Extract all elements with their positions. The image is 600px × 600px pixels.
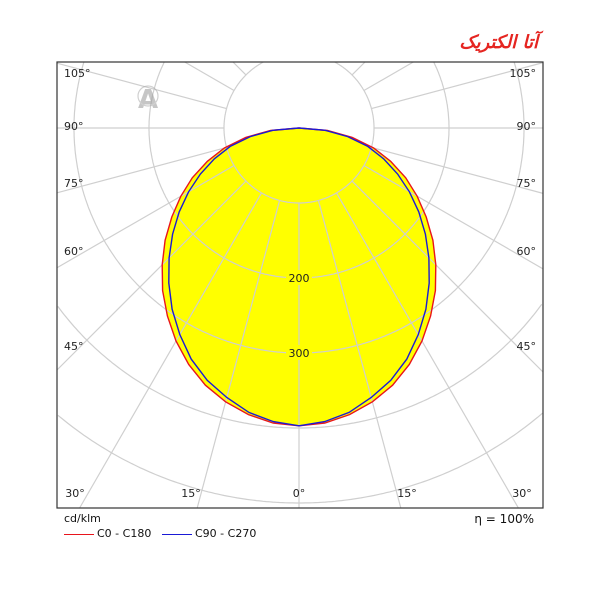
legend-swatch-red [64,533,94,535]
grid-radial-line [56,180,247,371]
angle-label-left: 90° [64,120,84,133]
grid-radial-line [56,164,235,269]
angle-label-bottom: 15° [181,487,201,500]
grid-radial-line [56,62,227,110]
unit-label: cd/klm [64,512,101,525]
grid-radial-line [317,200,402,509]
angle-label-bottom: 15° [397,487,417,500]
grid-radial-line [335,192,519,509]
angle-label-left: 75° [64,177,84,190]
angle-label-left: 105° [64,67,91,80]
legend-label: C0 - C180 [97,527,152,540]
grid-radial-line [351,180,544,373]
angle-label-bottom: 30° [512,487,532,500]
angle-label-right: 90° [517,120,537,133]
series-curve-c90-c270 [168,127,430,427]
grid-radial-line [184,61,235,92]
legend-item-c90: C90 - C270 [162,527,256,540]
svg-text:A: A [138,85,158,115]
angle-label-right: 60° [517,245,537,258]
grid-radial-line [196,200,281,509]
angle-label-bottom: 0° [293,487,306,500]
angle-label-left: 60° [64,245,84,258]
grid-radial-line [371,62,544,110]
grid-circle-400 [57,303,543,429]
grid-circle-100 [223,61,375,204]
tick-label-bg [286,270,312,285]
legend-label: C90 - C270 [195,527,257,540]
angle-label-bottom: 30° [65,487,85,500]
radial-tick-label: 200 [289,272,310,285]
radial-tick-label: 300 [289,347,310,360]
tick-label-bg [286,345,312,360]
grid-radial-line [371,146,544,194]
grid-radial-line [79,192,263,509]
grid-radial-line [232,61,247,76]
watermark-logo: A [137,85,159,115]
grid-radial-line [351,61,366,76]
efficiency-label: η = 100% [474,512,534,526]
grid-circle-200 [148,61,450,279]
legend-swatch-blue [162,533,192,535]
angle-label-right: 75° [517,177,537,190]
plot-frame [56,61,544,509]
grid-radial-line [363,164,544,270]
grid-circle-300 [73,62,525,354]
grid-circle-500 [57,412,543,504]
brand-logo: آتا الکتریک [459,32,538,53]
grid-radial-line [363,61,414,92]
angle-label-right: 105° [510,67,537,80]
angle-label-left: 45° [64,340,84,353]
legend-item-c0: C0 - C180 [64,527,151,540]
angle-label-right: 45° [517,340,537,353]
grid-radial-line [56,146,227,194]
